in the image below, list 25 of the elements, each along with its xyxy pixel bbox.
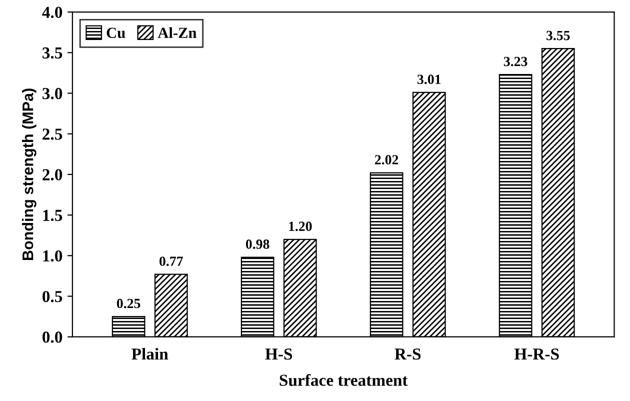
x-axis-title: Surface treatment: [280, 374, 408, 386]
y-tick-label: 1.0: [43, 250, 62, 262]
y-tick-label: 3.0: [42, 88, 62, 100]
data-label: 0.98: [246, 240, 270, 249]
y-tick-label: 2.0: [42, 169, 62, 180]
data-label: 0.25: [116, 298, 140, 308]
legend-label: Al-Zn: [158, 27, 196, 38]
y-axis-title: Bonding strength (MPa): [22, 88, 36, 260]
y-tick-label: 3.5: [42, 47, 62, 59]
data-label: 3.55: [546, 30, 570, 40]
y-tick-label: 1.5: [43, 210, 62, 222]
data-label: 1.20: [289, 222, 312, 232]
x-tick-label: H-S: [265, 348, 292, 360]
data-label: 3.01: [418, 74, 441, 84]
y-tick-label: 0.5: [42, 290, 62, 302]
data-label: 0.77: [160, 256, 183, 266]
x-tick-label: Plain: [132, 348, 168, 360]
x-tick-label: H-R-S: [514, 348, 559, 360]
y-tick-label: 4.0: [42, 6, 62, 18]
data-label: 3.23: [504, 56, 528, 66]
x-tick-label: R-S: [394, 348, 421, 360]
data-label: 2.02: [374, 155, 398, 164]
y-tick-label: 2.5: [42, 128, 62, 140]
y-tick-label: 0.0: [42, 332, 62, 343]
legend-label: Cu: [106, 28, 126, 38]
